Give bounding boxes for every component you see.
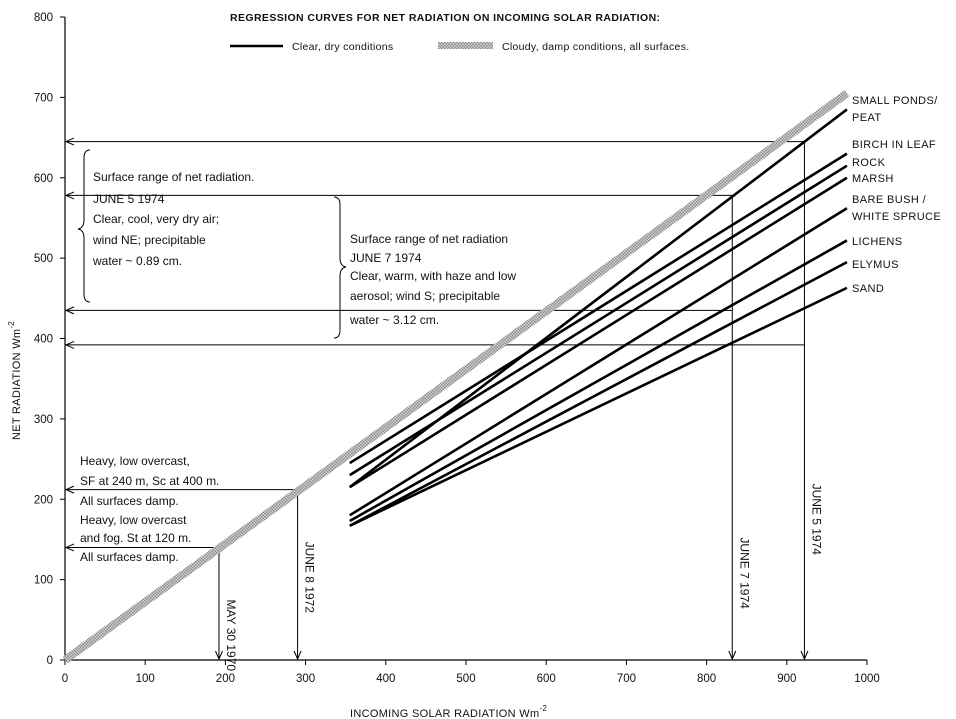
x-tick-label: 900: [777, 673, 796, 685]
series-line-cloudy: [62, 90, 850, 664]
y-tick-label: 700: [34, 92, 53, 104]
series-label: MARSH: [852, 173, 894, 185]
annotation-text: JUNE 5 1974: [93, 192, 165, 206]
annotation-text: SF at 240 m, Sc at 400 m.: [80, 474, 219, 488]
arrowhead-down: [728, 650, 737, 661]
y-tick-label: 0: [47, 655, 53, 667]
y-tick-label: 200: [34, 494, 53, 506]
chart-title: REGRESSION CURVES FOR NET RADIATION ON I…: [230, 12, 660, 24]
annotation-text: water ~ 3.12 cm.: [349, 313, 439, 327]
y-tick-label: 600: [34, 173, 53, 185]
range-brace-june7: [333, 196, 347, 339]
x-axis-title: INCOMING SOLAR RADIATION Wm-2: [350, 704, 547, 719]
x-tick-label: 500: [456, 673, 475, 685]
series-line: [349, 239, 848, 523]
x-tick-label: 700: [617, 673, 636, 685]
arrowhead-left: [64, 485, 75, 494]
series-label: ROCK: [852, 157, 886, 169]
series-label: PEAT: [852, 112, 882, 124]
annotation-text: wind NE; precipitable: [92, 233, 206, 247]
x-tick-label: 400: [376, 673, 395, 685]
date-label-vertical: JUNE 7 1974: [737, 537, 751, 609]
y-tick-label: 400: [34, 334, 53, 346]
arrowhead-left: [64, 340, 75, 349]
annotation-text: aerosol; wind S; precipitable: [350, 289, 500, 303]
date-label-vertical: JUNE 5 1974: [809, 484, 823, 556]
date-label-vertical: MAY 30 1970: [224, 599, 238, 671]
x-tick-label: 0: [62, 673, 68, 685]
annotation-text: Clear, cool, very dry air;: [93, 212, 219, 226]
arrowhead-down: [215, 650, 223, 661]
annotation-text: All surfaces damp.: [80, 494, 179, 508]
series-label: BIRCH IN LEAF: [852, 139, 936, 151]
annotation-text: All surfaces damp.: [80, 550, 179, 564]
arrowhead-left: [64, 137, 75, 146]
y-tick-label: 500: [34, 253, 53, 265]
x-tick-label: 100: [136, 673, 155, 685]
y-axis-title: NET RADIATION Wm-2: [7, 321, 23, 440]
series-lines: [62, 90, 850, 664]
annotation-text: water ~ 0.89 cm.: [92, 254, 182, 268]
annotations: Surface range of net radiation. JUNE 5 19…: [77, 149, 516, 564]
annotation-text: Surface range of net radiation: [350, 232, 508, 246]
series-label: SMALL PONDS/: [852, 95, 938, 107]
x-tick-label: 300: [296, 673, 315, 685]
y-tick-label: 300: [34, 414, 53, 426]
series-label: SAND: [852, 283, 884, 295]
annotation-text: Heavy, low overcast,: [80, 454, 190, 468]
date-label-vertical: JUNE 8 1972: [303, 542, 317, 614]
annotation-text: Clear, warm, with haze and low: [350, 269, 516, 283]
x-tick-label: 200: [216, 673, 235, 685]
series-line: [349, 260, 848, 527]
series-line: [349, 164, 848, 477]
arrowhead-down: [293, 650, 302, 661]
y-tick-label: 800: [34, 12, 53, 24]
range-brace-june5: [77, 149, 91, 303]
series-line: [349, 207, 848, 517]
series-label: ELYMUS: [852, 259, 899, 271]
annotation-text: JUNE 7 1974: [350, 251, 422, 265]
arrowhead-down: [800, 650, 809, 661]
series-label: BARE BUSH /: [852, 194, 927, 206]
series-label: WHITE SPRUCE: [852, 211, 941, 223]
arrowhead-left: [64, 306, 75, 315]
y-tick-label: 100: [34, 575, 53, 587]
series-line: [349, 176, 848, 489]
annotation-text: Surface range of net radiation.: [93, 170, 254, 184]
series-line: [349, 286, 848, 527]
annotation-text: and fog. St at 120 m.: [80, 531, 191, 545]
series-labels: SMALL PONDS/PEAT BIRCH IN LEAF ROCK MARSH BA…: [852, 95, 941, 295]
reference-lines: MAY 30 1970 JUNE 8 1972 JUNE 7 1974 JUNE 5 …: [64, 137, 823, 671]
arrowhead-left: [64, 543, 75, 552]
legend-swatch-cloudy: [438, 42, 493, 49]
legend-label-clear: Clear, dry conditions: [292, 41, 393, 53]
x-tick-label: 600: [537, 673, 556, 685]
legend-label-cloudy: Cloudy, damp conditions, all surfaces.: [502, 41, 689, 53]
series-line: [349, 152, 848, 465]
annotation-text: Heavy, low overcast: [80, 513, 187, 527]
series-label: LICHENS: [852, 236, 902, 248]
axes: 0 100 200 300 400 500 600 700 800 900 1000 0 100 200 3…: [34, 12, 880, 685]
x-tick-label: 1000: [854, 673, 880, 685]
arrowhead-left: [64, 191, 75, 200]
x-tick-label: 800: [697, 673, 716, 685]
